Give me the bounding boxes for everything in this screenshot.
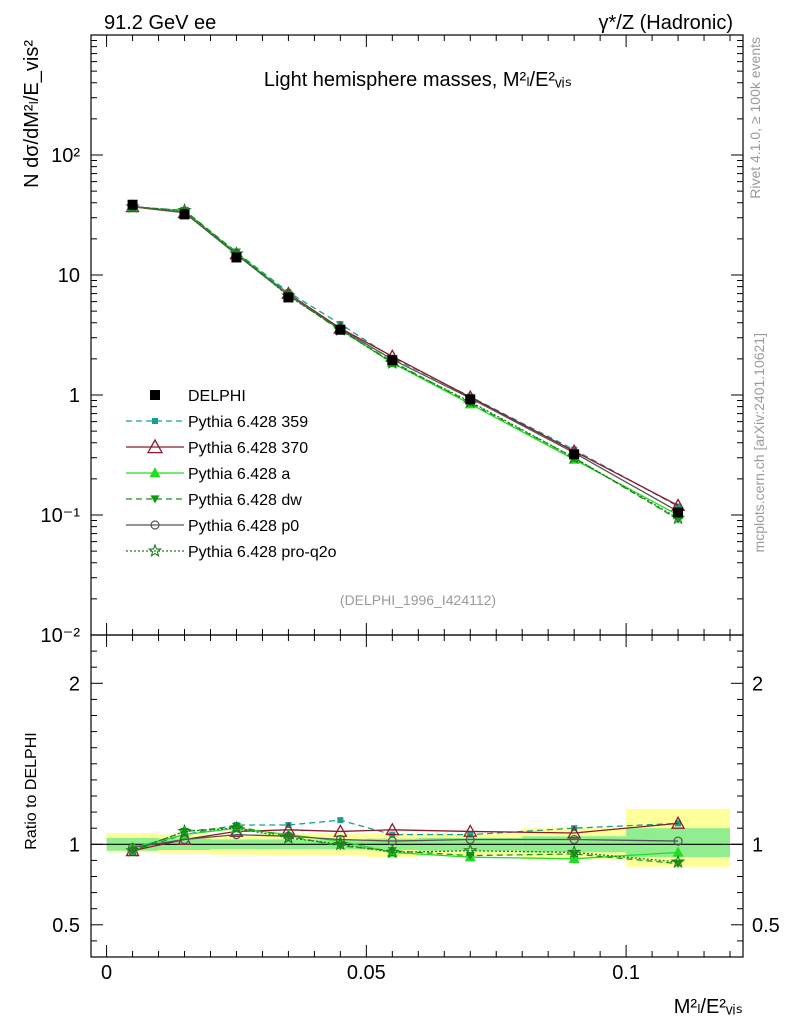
legend-item-pythia-6-428-a: Pythia 6.428 a [126,466,290,483]
ratio-point [229,820,244,835]
y-tick-label: 10 [58,265,80,287]
ratio-point [566,844,582,859]
rivet-version: Rivet 4.1.0, ≥ 100k events [747,37,763,199]
data-point [283,292,294,303]
series-delphi [127,199,684,518]
ratio-point [465,851,475,861]
y-tick-label: 1 [69,385,80,407]
main-plot-layer [125,199,686,525]
ratio-point [670,854,686,869]
legend-marker [152,418,158,424]
legend-label: Pythia 6.428 p0 [188,518,299,535]
ratio-point [333,836,348,851]
legend: DELPHI Pythia 6.428 359 Pythia 6.428 370 Py… [126,388,337,561]
x-tick-label: 0.05 [347,962,386,984]
y-tick-label: 10⁻¹ [41,505,81,527]
ratio-point [567,825,582,839]
y-tick-label: 10⁻² [41,625,81,647]
ratio-point [337,817,344,824]
legend-item-pythia-6-428-dw: Pythia 6.428 dw [126,492,302,509]
ratio-point [670,816,686,829]
header-left: 91.2 GeV ee [104,12,216,34]
y-axis-label-main: N dσ/dM²ₗ/E_vis² [21,40,43,188]
ratio-point [231,822,241,832]
ratio-point [387,847,397,856]
ratio-point [125,843,140,857]
ratio-point [335,834,345,845]
y-tick-label: 0.5 [52,915,80,937]
legend-marker [150,520,160,530]
data-point [673,515,683,524]
y-tick-label-right: 1 [752,834,763,856]
data-point [127,199,138,210]
data-point [335,324,346,335]
ratio-point [385,844,400,859]
data-point [179,209,190,220]
legend-item-pythia-6-428-370: Pythia 6.428 370 [126,438,308,457]
data-point [569,449,580,460]
legend-label: Pythia 6.428 dw [188,492,302,509]
analysis-id: (DELPHI_1996_I424112) [340,592,496,608]
series-line [132,206,679,507]
ratio-plot-layer [91,808,743,869]
legend-label: Pythia 6.428 pro-q2o [188,544,337,561]
ratio-point [179,834,190,845]
plot-title: Light hemisphere masses, M²ₗ/E²ᵥᵢₛ [264,69,572,91]
ratio-point [177,823,192,838]
y-axis-label-ratio: Ratio to DELPHI [23,732,40,849]
ratio-line [132,827,679,863]
legend-marker [150,495,160,504]
ratio-point [463,824,478,837]
legend-marker [149,467,161,478]
ratio-plot-frame [90,634,744,958]
x-tick-label: 0 [101,962,112,984]
y-tick-label: 10² [51,145,80,167]
legend-label: DELPHI [188,388,246,405]
legend-marker [150,390,160,400]
legend-label: Pythia 6.428 359 [188,414,308,431]
main-axes: 10⁻² 10⁻¹ 1 10 10² [41,35,743,647]
ratio-point [385,822,400,836]
ratio-series-pythia-6-428-pro-q2o [125,820,686,869]
series-line [132,206,679,520]
ratio-line [132,822,679,852]
legend-label: Pythia 6.428 370 [188,440,308,457]
ratio-point [281,830,296,844]
ratio-axes: 0 0.05 0.1 0.5 0.5 1 1 2 2 [52,635,780,984]
legend-label: Pythia 6.428 a [188,466,290,483]
y-tick-label-right: 0.5 [752,915,780,937]
series-line [132,206,679,507]
ratio-point [467,831,474,838]
x-axis-label: M²ₗ/E²ᵥᵢₛ [674,996,743,1018]
ratio-point [569,834,579,845]
legend-marker [147,543,163,558]
mcplots-reference: mcplots.cern.ch [arXiv:2401.10621] [751,333,767,552]
x-tick-label: 0.1 [612,962,640,984]
ratio-point [463,843,478,857]
data-point [465,394,476,405]
header-right: γ*/Z (Hadronic) [599,12,733,34]
y-tick-label: 2 [69,673,80,695]
legend-item-delphi: DELPHI [150,388,246,405]
ratio-point [673,836,683,846]
legend-marker [146,438,164,454]
data-point [387,355,398,366]
data-point [673,507,684,518]
legend-item-pythia-6-428-359: Pythia 6.428 359 [126,414,308,431]
legend-item-pythia-6-428-p0: Pythia 6.428 p0 [126,518,299,535]
data-point [675,503,682,510]
y-tick-label: 1 [69,834,80,856]
y-tick-label-right: 2 [752,673,763,695]
legend-item-pythia-6-428-pro-q2o: Pythia 6.428 pro-q2o [126,543,337,561]
data-point [231,252,242,263]
